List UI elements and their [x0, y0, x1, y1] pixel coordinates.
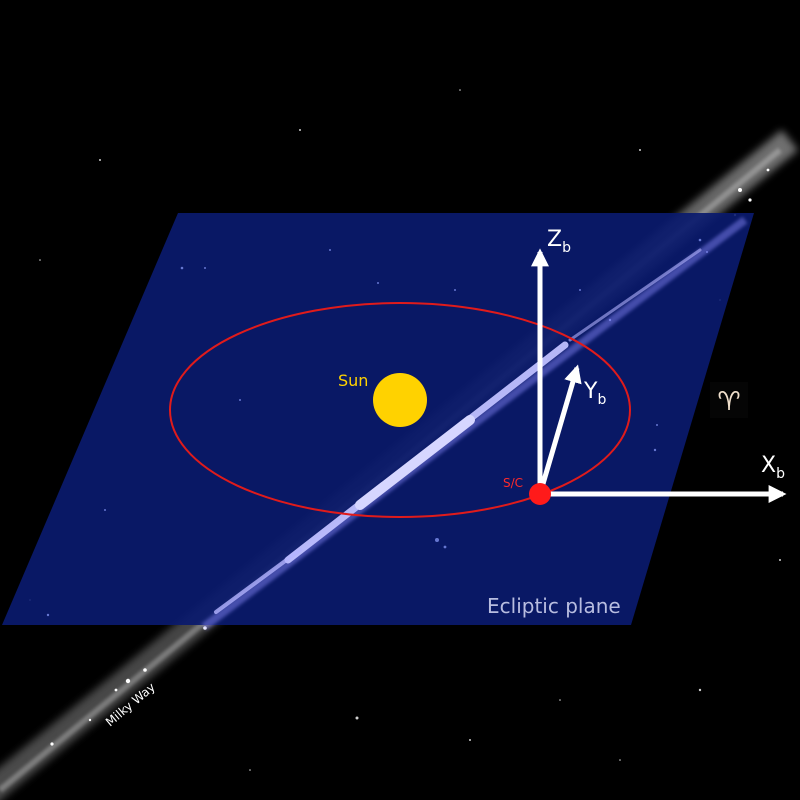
milky-way-streak [201, 216, 748, 631]
aries-symbol: ♈ [717, 387, 740, 417]
sun [373, 373, 427, 427]
x-axis-label: Xb [761, 453, 785, 482]
orbit-ellipse [169, 302, 631, 518]
y-axis-label: Yb [583, 379, 606, 408]
y-axis-arrow [537, 364, 582, 495]
body-axes [531, 248, 787, 503]
sun-label: Sun [338, 371, 368, 390]
spacecraft-label: S/C [503, 476, 523, 490]
aries-symbol-box [710, 382, 748, 418]
plane-stars [46, 238, 708, 617]
ecliptic-plane [2, 213, 754, 625]
spacecraft-marker [529, 483, 551, 505]
z-axis-label: Zb [547, 227, 571, 256]
ecliptic-plane-label: Ecliptic plane [487, 594, 621, 618]
